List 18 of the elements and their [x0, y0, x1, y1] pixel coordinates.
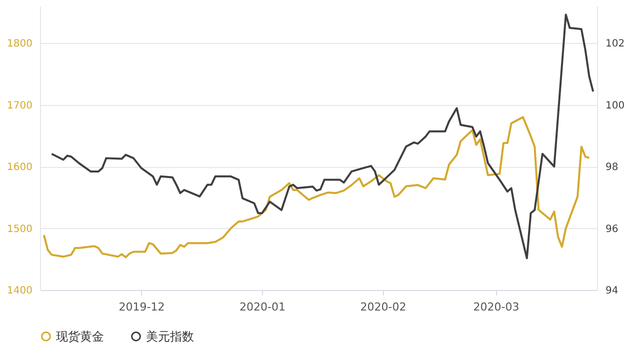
x-tick-label: 2019-12: [118, 300, 165, 314]
y2-tick-label: 102: [606, 38, 625, 50]
x-tick-label: 2020-01: [240, 300, 286, 314]
y-tick-label: 1400: [7, 286, 32, 296]
y-tick-label: 1800: [7, 38, 32, 50]
y2-tick-label: 100: [606, 100, 625, 112]
line-series: [42, 116, 590, 258]
legend-label: 现货黄金: [56, 329, 104, 344]
legend-label: 美元指数: [146, 329, 194, 344]
y-tick-label: 1500: [7, 224, 32, 235]
x-tick-label: 2020-03: [473, 300, 520, 314]
y2-tick-label: 96: [606, 224, 618, 235]
x-tick-label: 2020-02: [360, 300, 406, 314]
y2-tick-label: 98: [606, 162, 618, 174]
y-tick-label: 1600: [7, 162, 32, 174]
y-tick-label: 1700: [7, 100, 32, 112]
y2-tick-label: 94: [606, 286, 618, 296]
line-series: [50, 14, 594, 260]
